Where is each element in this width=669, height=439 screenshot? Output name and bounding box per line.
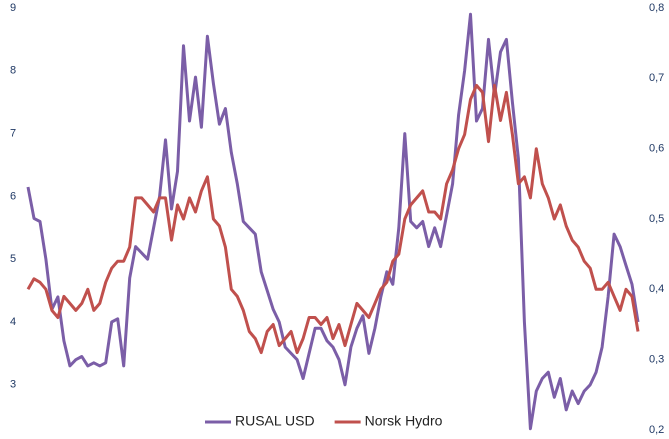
y2-tick-label: 0,6 <box>649 143 664 155</box>
y-tick-label: 5 <box>10 253 16 265</box>
series-line <box>26 83 640 355</box>
y-tick-label: 8 <box>10 65 16 77</box>
y2-tick-label: 0,5 <box>649 213 664 225</box>
y-tick-label: 9 <box>10 2 16 14</box>
legend-label: RUSAL USD <box>235 413 315 429</box>
y-tick-label: 7 <box>10 128 16 140</box>
legend-label: Norsk Hydro <box>365 413 443 429</box>
y2-tick-label: 0,7 <box>649 72 664 84</box>
y-tick-label: 3 <box>10 379 16 391</box>
y2-tick-label: 0,2 <box>649 424 664 436</box>
series-line <box>26 12 640 431</box>
y-tick-label: 4 <box>10 316 16 328</box>
y2-tick-label: 0,4 <box>649 283 664 295</box>
y-tick-label: 6 <box>10 190 16 202</box>
y2-tick-label: 0,3 <box>649 354 664 366</box>
y2-tick-label: 0,8 <box>649 2 664 14</box>
